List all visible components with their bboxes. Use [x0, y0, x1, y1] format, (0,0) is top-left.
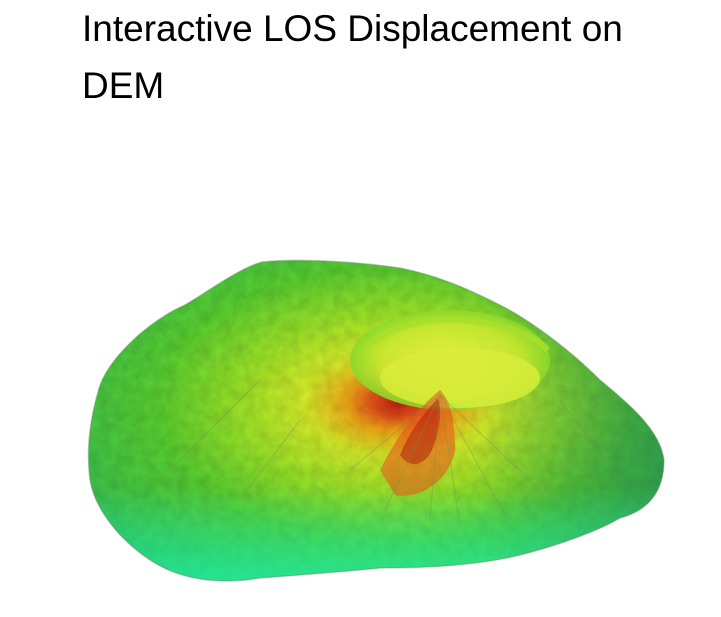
volcano-surface: [88, 260, 664, 581]
island-edge: [87, 259, 665, 582]
crater-floor: [380, 348, 540, 408]
plot-title: Interactive LOS Displacement on DEM: [82, 8, 623, 106]
